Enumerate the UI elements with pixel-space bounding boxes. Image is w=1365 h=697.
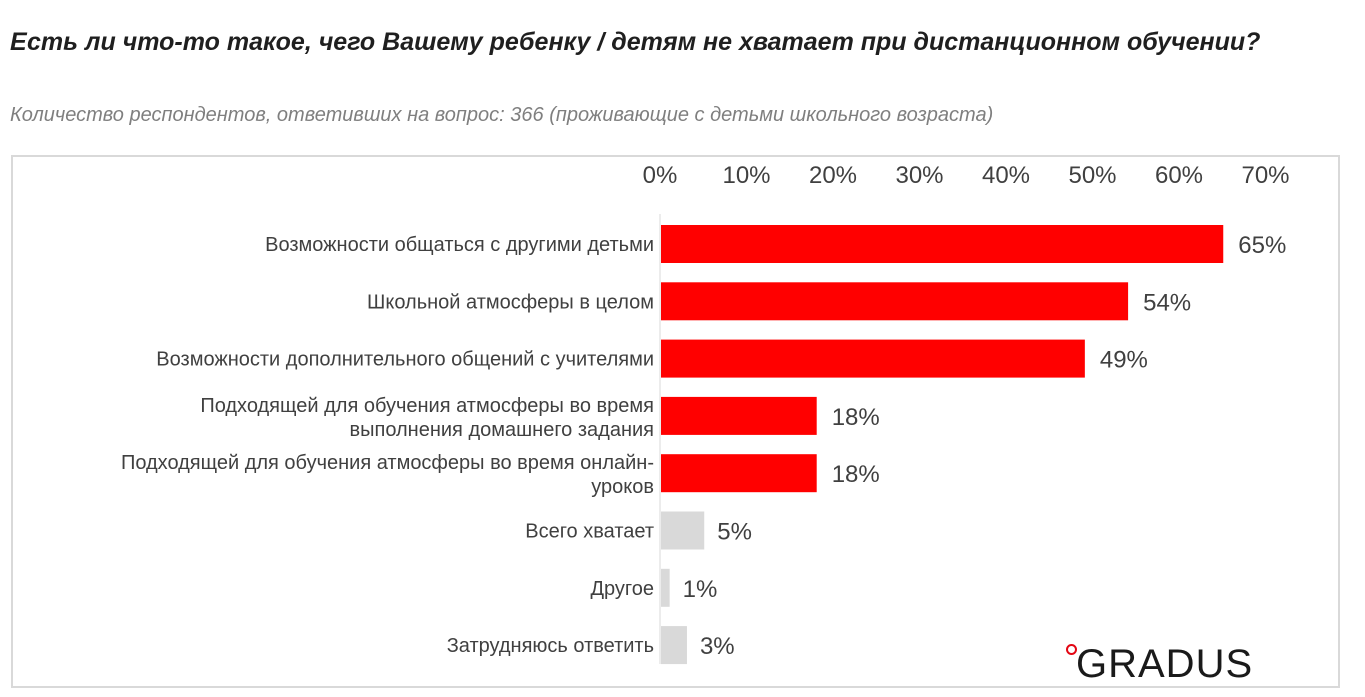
x-tick-label: 10%: [722, 162, 770, 189]
x-tick-label: 30%: [895, 162, 943, 189]
x-tick-label: 20%: [809, 162, 857, 189]
x-tick-label: 60%: [1155, 162, 1203, 189]
data-label: 5%: [717, 519, 752, 546]
bar: [661, 454, 817, 493]
gradus-logo: GRADUS: [1076, 642, 1254, 686]
chart-subtitle: Количество респондентов, ответивших на в…: [10, 104, 994, 126]
category-label: Другое: [590, 578, 654, 600]
data-label: 54%: [1143, 289, 1191, 316]
category-label: Затрудняюсь ответить: [447, 635, 654, 657]
chart-title: Есть ли что-то такое, чего Вашему ребенк…: [10, 28, 1261, 56]
x-tick-label: 0%: [643, 162, 678, 189]
data-label: 1%: [683, 576, 718, 603]
category-label: Возможности дополнительного общений с уч…: [156, 349, 654, 371]
bar: [661, 339, 1085, 378]
x-tick-label: 50%: [1068, 162, 1116, 189]
category-label: Всего хватает: [525, 521, 654, 543]
category-label: Возможности общаться с другими детьми: [265, 234, 654, 256]
data-label: 65%: [1238, 232, 1286, 259]
data-label: 3%: [700, 633, 735, 660]
bar: [661, 282, 1129, 321]
category-label: Школьной атмосферы в целом: [367, 291, 654, 313]
data-label: 49%: [1100, 347, 1148, 374]
bar: [661, 568, 670, 607]
x-tick-label: 70%: [1241, 162, 1289, 189]
bar: [661, 225, 1224, 263]
bar: [661, 626, 687, 665]
data-label: 18%: [832, 461, 880, 488]
bar: [661, 511, 705, 550]
category-label: Подходящей для обучения атмосферы во вре…: [200, 395, 654, 417]
category-label: выполнения домашнего задания: [349, 419, 654, 441]
category-label: уроков: [591, 476, 654, 498]
category-label: Подходящей для обучения атмосферы во вре…: [121, 452, 654, 474]
chart-frame: [11, 155, 1340, 688]
x-tick-label: 40%: [982, 162, 1030, 189]
bar: [661, 396, 817, 435]
data-label: 18%: [832, 404, 880, 431]
logo-dot-icon: [1066, 644, 1077, 655]
